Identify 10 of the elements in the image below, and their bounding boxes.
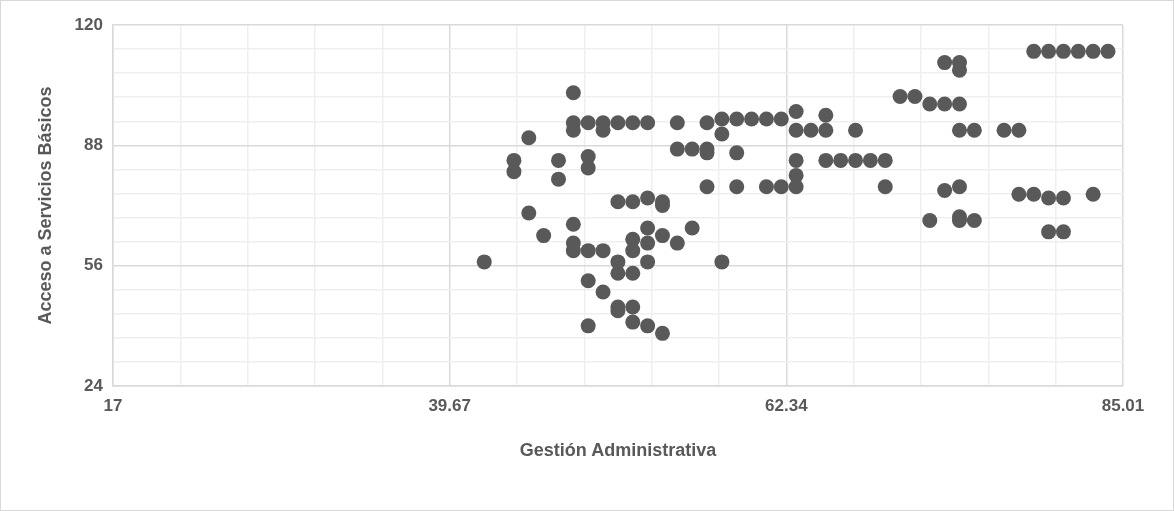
x-axis-title: Gestión Administrativa xyxy=(519,440,718,461)
y-tick-label: 24 xyxy=(84,375,104,395)
y-tick-label: 120 xyxy=(74,14,103,34)
x-tick-label: 39.67 xyxy=(428,395,471,415)
x-tick-label: 62.34 xyxy=(765,395,809,415)
x-tick-label: 17 xyxy=(103,395,123,415)
x-tick-label: 85.01 xyxy=(1101,395,1145,415)
y-tick-label: 56 xyxy=(84,255,103,275)
y-axis-title: Acceso a Servicios Básicos xyxy=(34,86,55,325)
y-tick-label: 88 xyxy=(84,135,103,155)
